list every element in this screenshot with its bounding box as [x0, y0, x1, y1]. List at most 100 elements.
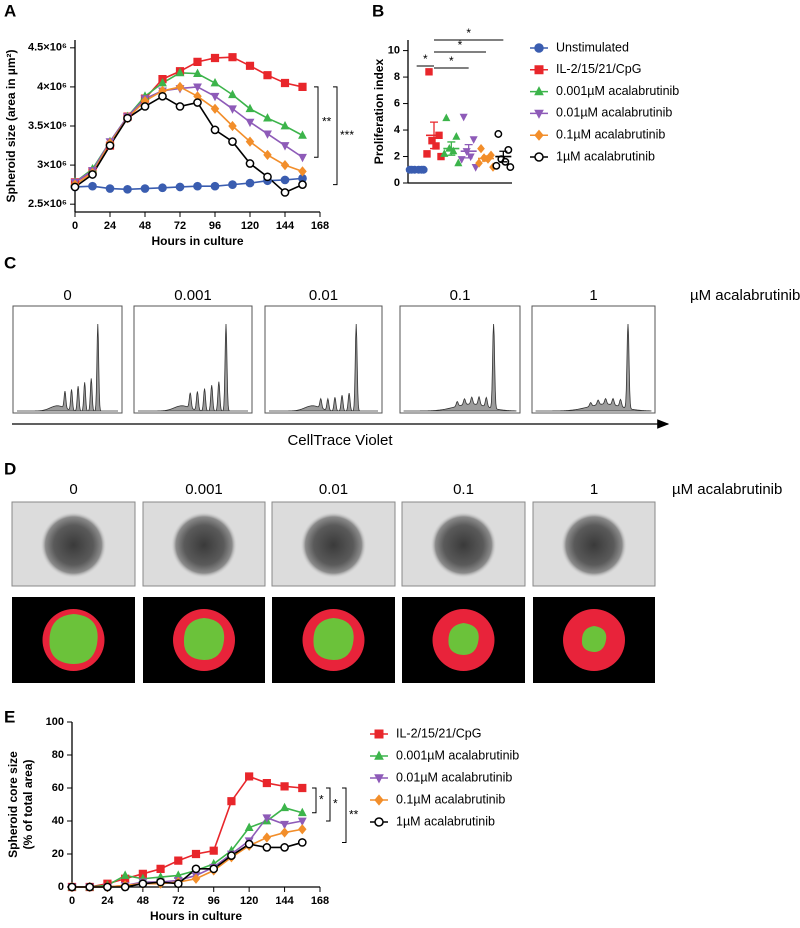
data-point: [280, 820, 289, 830]
histogram: [535, 323, 652, 412]
significance-label: *: [423, 52, 428, 66]
data-point: [280, 120, 290, 130]
y-tick-label: 3×10⁶: [37, 159, 67, 171]
data-point: [245, 772, 254, 781]
data-point: [156, 877, 165, 887]
data-point: [494, 130, 503, 138]
data-point: [209, 864, 219, 874]
spheroid: [561, 512, 627, 578]
condition-label: 0: [63, 287, 71, 304]
data-point: [459, 113, 468, 122]
error-bar: [412, 168, 421, 171]
panel-letter: D: [4, 459, 16, 478]
data-point: [425, 68, 433, 76]
legend-label: 0.1µM acalabrutinib: [396, 792, 505, 806]
significance-label: ***: [340, 128, 354, 142]
spheroid: [300, 512, 367, 578]
data-point: [228, 137, 237, 146]
x-tick-label: 24: [101, 895, 114, 907]
data-point: [67, 882, 77, 892]
data-point: [88, 170, 97, 179]
data-point: [297, 838, 307, 847]
legend-label: IL-2/15/21/CpG: [396, 726, 481, 740]
significance-bracket: [326, 787, 331, 822]
data-point: [193, 68, 202, 77]
condition-label: 1: [590, 481, 598, 498]
data-point: [245, 61, 255, 70]
x-tick-label: 96: [208, 895, 220, 907]
data-point: [280, 843, 289, 852]
x-axis-title: Hours in culture: [151, 234, 243, 248]
data-point: [262, 832, 272, 843]
data-point: [298, 82, 307, 92]
histogram: [17, 323, 118, 412]
error-bar: [447, 141, 456, 156]
spheroid: [171, 512, 237, 578]
data-point: [245, 103, 255, 113]
y-axis-title: Proliferation index: [372, 59, 386, 165]
x-tick-label: 48: [137, 895, 149, 907]
data-point: [477, 143, 485, 154]
legend-marker: [374, 794, 384, 806]
significance-label: *: [319, 793, 324, 807]
data-point: [209, 846, 218, 855]
data-point: [506, 163, 515, 172]
data-point: [280, 188, 290, 197]
spheroid-core: [581, 626, 607, 652]
legend-marker: [534, 109, 544, 119]
x-tick-label: 24: [104, 220, 117, 232]
data-point: [298, 180, 307, 189]
data-point: [298, 166, 307, 177]
data-point: [504, 145, 513, 154]
legend-marker: [534, 129, 544, 141]
y-tick-label: 4.5×10⁶: [28, 42, 67, 54]
data-point: [263, 149, 272, 161]
y-tick-label: 4: [394, 124, 401, 136]
x-tick-label: 144: [276, 220, 295, 232]
data-point: [191, 864, 201, 874]
data-point: [440, 149, 449, 157]
data-point: [245, 178, 255, 188]
data-point: [158, 183, 167, 193]
legend-label: IL-2/15/21/CpG: [556, 62, 641, 76]
data-point: [156, 864, 165, 873]
legend-marker: [534, 86, 544, 96]
data-point: [140, 102, 150, 111]
x-tick-label: 144: [275, 895, 294, 907]
y-tick-label: 8: [394, 71, 400, 83]
data-point: [245, 136, 255, 147]
data-point: [193, 98, 202, 107]
data-point: [280, 782, 289, 791]
significance-label: *: [333, 797, 338, 811]
data-point: [227, 797, 236, 806]
condition-label: 0.01: [309, 287, 338, 304]
data-point: [210, 77, 220, 87]
data-point: [193, 181, 202, 191]
significance-label: *: [466, 26, 471, 40]
data-point: [263, 172, 272, 182]
panel-letter: A: [4, 1, 16, 20]
data-point: [262, 843, 272, 852]
data-point: [457, 156, 466, 164]
data-point: [70, 182, 80, 192]
y-axis-title: Spheroid core size: [6, 751, 20, 858]
series-line: [74, 72, 303, 183]
data-point: [175, 182, 185, 192]
error-bar: [482, 155, 490, 162]
significance-bracket: [333, 86, 338, 186]
x-tick-label: 0: [69, 895, 75, 907]
condition-label: 0.1: [453, 481, 474, 498]
legend-label: 0.001µM acalabrutinib: [396, 748, 519, 762]
data-point: [280, 142, 290, 151]
data-point: [105, 141, 115, 150]
y-tick-label: 80: [52, 749, 64, 761]
panel-letter: B: [372, 1, 384, 20]
data-point: [173, 879, 183, 889]
spheroid-core: [448, 623, 479, 655]
data-point: [454, 158, 463, 167]
histogram-frame: [133, 305, 253, 414]
unit-label: µM acalabrutinib: [672, 481, 782, 498]
x-axis-title: Hours in culture: [150, 909, 242, 923]
condition-label: 1: [589, 287, 597, 304]
error-bar: [499, 150, 508, 163]
